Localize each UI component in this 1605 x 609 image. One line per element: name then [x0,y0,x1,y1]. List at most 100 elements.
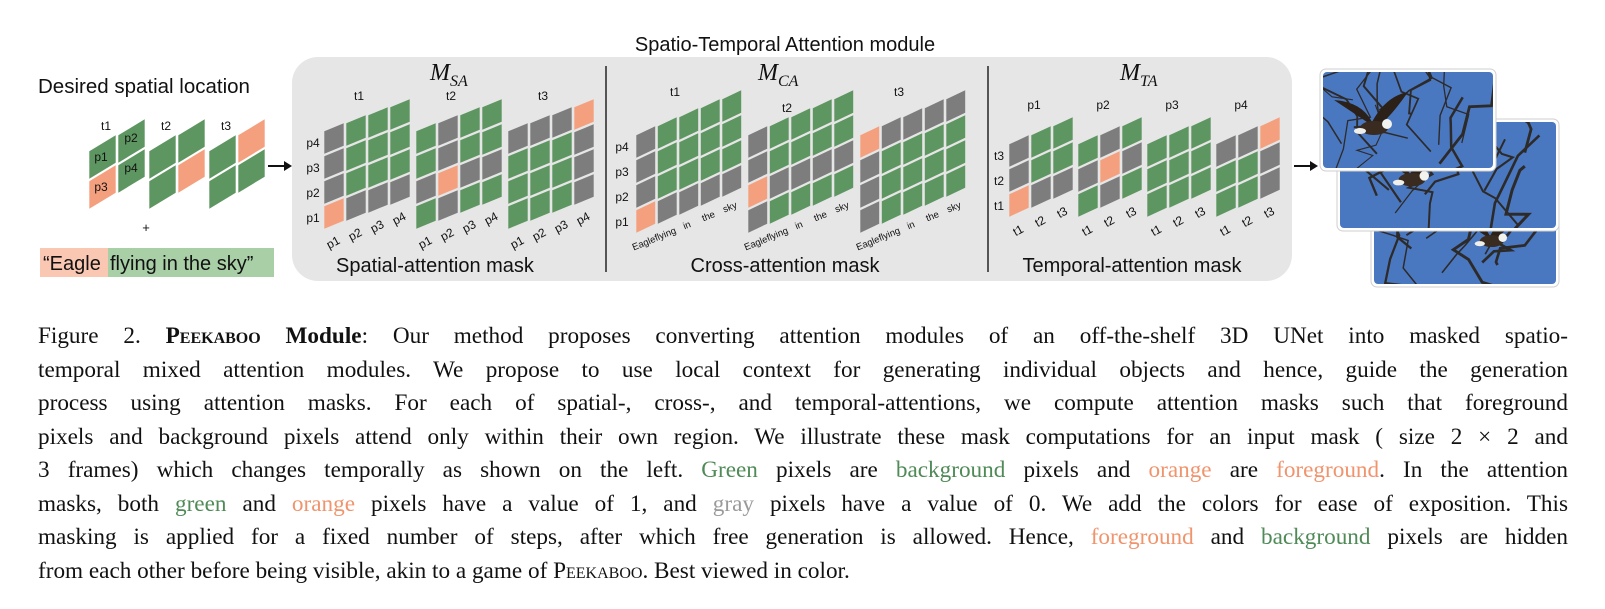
mask-cell [390,149,410,180]
mask-cell [748,176,768,208]
mask-cell [1078,185,1098,217]
mask-cell [636,126,656,158]
mask-cell [860,126,880,158]
mask-cell [416,123,436,154]
mask-cell [416,198,436,229]
mask-cell [834,140,854,172]
mask-cell [679,183,699,215]
mask-cell [769,117,789,149]
mask-cell [482,99,502,130]
mask-cell [748,201,768,233]
mask-cell [346,190,366,221]
mask-cell [1147,135,1167,167]
mask-cell [636,151,656,183]
input-cell-label: p2 [124,131,138,145]
spatial-mask-symbol: MSA [429,60,468,90]
mask-cell [508,173,528,204]
mask-cell [722,115,742,147]
temporal-row-label: t2 [994,174,1004,188]
tree-branch [1323,72,1343,145]
mask-cell [1053,142,1073,174]
mask-cell [508,148,528,179]
mask-cell [1216,185,1236,217]
caption-method-name: Peekaboo [165,323,261,349]
mask-cell [508,198,528,229]
mask-cell [1147,185,1167,217]
mask-cell [1169,126,1189,158]
temporal-mask-grid [1078,117,1142,217]
mask-cell [346,165,366,196]
eagle-head [1382,119,1392,129]
cross-col-label: in [906,219,917,232]
spatial-row-label: p2 [306,186,320,200]
mask-cell [769,167,789,199]
spatial-mask-grid [324,99,410,229]
tree-branch [1374,198,1420,284]
mask-cell [238,119,265,163]
mask-cell [149,165,176,209]
spatial-col-label: p4 [390,209,409,228]
temporal-mask-label: Temporal-attention mask [1023,255,1243,277]
mask-cell [812,99,832,131]
mask-cell [636,201,656,233]
caption-line: masking is applied for a fixed number of… [38,521,1568,555]
mask-cell [657,142,677,174]
mask-cell [946,90,966,122]
tree-branch [1450,213,1493,284]
mask-cell [903,158,923,190]
mask-cell [1053,167,1073,199]
spatial-col-label: p3 [552,217,571,236]
mask-cell [700,149,720,181]
input-cell-label: p3 [94,180,108,194]
caption-text: . In the attention [1379,457,1568,483]
mask-cell [860,176,880,208]
mask-cell [1100,176,1120,208]
mask-cell [324,173,344,204]
mask-cell [791,183,811,215]
temporal-row-label: t1 [994,199,1004,213]
mask-cell [1078,160,1098,192]
caption-text: process using attention masks. For each … [38,390,1568,416]
spatial-col-label: p4 [574,209,593,228]
mask-cell [178,119,205,163]
mask-cell [438,140,458,171]
mask-cell [881,167,901,199]
input-grids: t1 t2 t3 p1 p2 p3 p4 [89,119,265,209]
mask-cell [482,124,502,155]
mask-cell [460,132,480,163]
mask-cell [390,174,410,205]
mask-cell [636,176,656,208]
caption-background-word: background [1261,524,1371,550]
caption-background-word: background [895,457,1006,483]
mask-cell [722,165,742,197]
mask-cell [438,115,458,146]
input-frame-label: t3 [221,119,231,133]
spatial-frame-label: t2 [446,89,456,103]
temporal-pixel-label: p4 [1234,98,1248,112]
mask-cell [1216,135,1236,167]
spatial-col-label: p3 [460,217,479,236]
mask-cell [791,158,811,190]
mask-cell [1191,117,1211,149]
caption-text: pixels have a value of 0. We add the col… [753,490,1568,517]
mask-cell [552,157,572,188]
input-cell-label: p1 [94,150,108,164]
mask-cell [1009,135,1029,167]
mask-cell [679,133,699,165]
mask-cell [390,99,410,130]
mask-cell [1169,151,1189,183]
tree-branch [1438,78,1493,165]
mask-cell [722,140,742,172]
caption-text: pixels have a value of 1, and [355,490,713,517]
temporal-mask-grid [1147,117,1211,217]
mask-cell [346,140,366,171]
cross-col-label: the [700,209,716,224]
mask-cell [508,123,528,154]
mask-cell [460,107,480,138]
caption-green-word: Green [701,457,758,483]
spatial-col-label: p1 [324,233,343,252]
mask-cell [438,190,458,221]
eagle-body [1479,235,1504,248]
mask-cell [748,126,768,158]
spatial-row-label: p3 [306,161,320,175]
